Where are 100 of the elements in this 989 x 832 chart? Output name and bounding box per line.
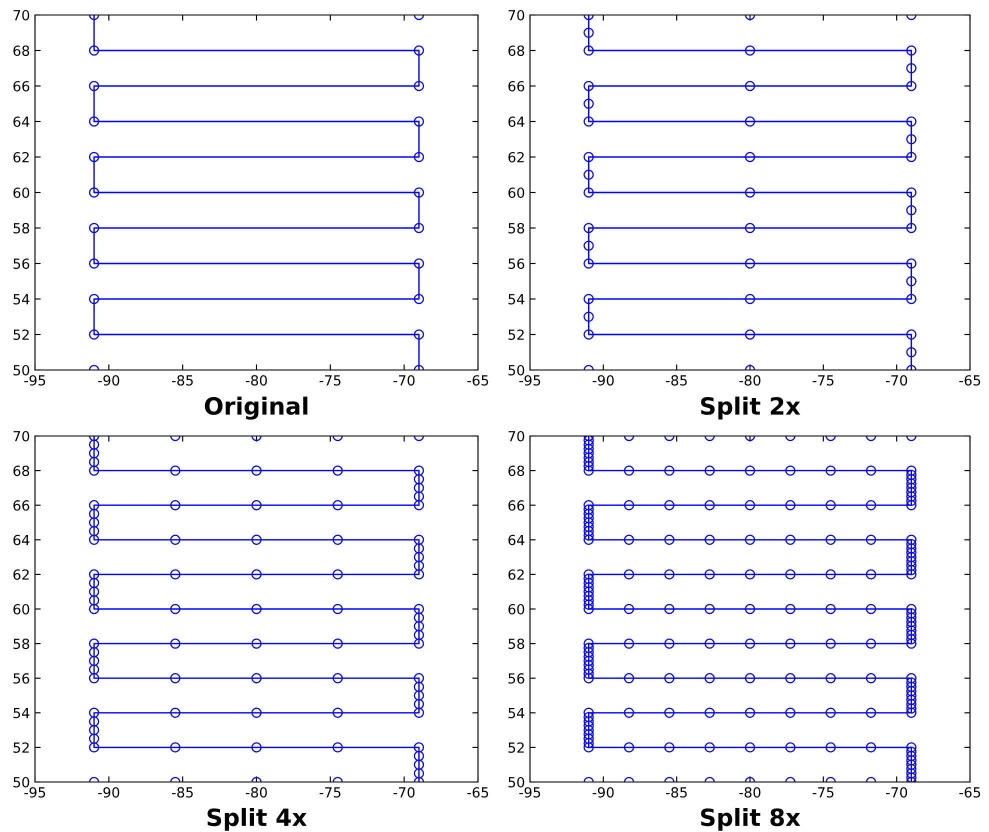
y-tick-label: 54 <box>14 708 30 718</box>
y-tick-label: 68 <box>13 466 30 476</box>
point <box>584 45 594 56</box>
x-tick-label: -90 <box>592 375 614 386</box>
y-tick-label: 54 <box>508 294 524 304</box>
point <box>744 152 756 162</box>
point <box>906 116 916 127</box>
x-tick-label: -70 <box>886 375 908 386</box>
y-tick-label: 64 <box>13 116 30 127</box>
x-tick-label: -80 <box>739 375 760 386</box>
y-tick-label: 70 <box>14 430 30 442</box>
point <box>88 45 100 56</box>
point <box>414 116 424 127</box>
point <box>906 347 916 358</box>
y-tick-label: 58 <box>508 638 524 650</box>
y-tick-label: 62 <box>508 569 524 580</box>
point <box>414 45 424 56</box>
y-tick-label: 64 <box>508 534 524 546</box>
point <box>906 258 916 269</box>
x-tick-label: -70 <box>394 787 415 798</box>
point <box>906 63 916 74</box>
x-tick-label: -75 <box>320 375 340 386</box>
y-tick-label: 58 <box>14 222 30 234</box>
y-tick-label: 62 <box>508 152 524 162</box>
point <box>744 187 756 198</box>
x-tick-label: -85 <box>666 787 687 798</box>
point <box>906 329 916 340</box>
point <box>414 222 424 234</box>
point <box>744 80 756 92</box>
point <box>906 80 916 92</box>
y-tick-label: 56 <box>508 673 524 684</box>
y-tick-label: 66 <box>13 500 30 511</box>
text: Split 8x <box>701 808 800 831</box>
y-tick-label: 62 <box>13 152 29 162</box>
y-tick-label: 68 <box>13 45 30 56</box>
y-tick-label: 66 <box>508 500 524 511</box>
y-tick-label: 56 <box>508 258 524 269</box>
point <box>584 258 594 269</box>
point <box>88 222 100 234</box>
x-tick-label: -65 <box>467 787 488 798</box>
point <box>584 329 594 340</box>
point <box>906 134 916 144</box>
y-tick-label: 50 <box>508 776 524 788</box>
y-tick-label: 68 <box>508 466 524 476</box>
point <box>414 80 424 92</box>
point <box>906 276 916 286</box>
point <box>584 98 594 109</box>
x-tick-label: -95 <box>24 375 46 386</box>
text: Split 2x <box>701 396 800 420</box>
x-tick-label: -70 <box>394 375 415 386</box>
y-tick-label: 66 <box>13 80 30 92</box>
y-tick-label: 54 <box>14 294 30 304</box>
point <box>744 222 756 234</box>
point <box>584 312 594 322</box>
x-tick-label: -85 <box>172 787 193 798</box>
point <box>584 170 594 180</box>
x-tick-label: -80 <box>246 787 267 798</box>
y-tick-label: 56 <box>14 258 30 269</box>
x-tick-label: -90 <box>592 787 614 798</box>
x-tick-label: -95 <box>24 787 46 798</box>
y-tick-label: 60 <box>13 604 30 614</box>
point <box>414 187 424 198</box>
x-tick-label: -65 <box>959 375 980 386</box>
point <box>906 45 916 56</box>
point <box>584 80 594 92</box>
point <box>88 294 100 304</box>
y-tick-label: 56 <box>14 673 30 684</box>
text: Split 4x <box>208 808 307 831</box>
point <box>88 329 100 340</box>
point <box>88 80 100 92</box>
y-tick-label: 70 <box>14 10 30 20</box>
x-tick-label: -75 <box>320 787 340 798</box>
point <box>744 329 756 340</box>
y-tick-label: 68 <box>508 45 524 56</box>
x-tick-label: -80 <box>246 375 267 386</box>
point <box>744 258 756 269</box>
y-tick-label: 50 <box>14 364 30 376</box>
y-tick-label: 66 <box>508 80 524 92</box>
point <box>414 329 424 340</box>
x-tick-label: -80 <box>739 787 760 798</box>
y-tick-label: 52 <box>14 329 29 340</box>
x-tick-label: -90 <box>98 787 120 798</box>
y-tick-label: 64 <box>13 534 30 546</box>
point <box>906 152 916 162</box>
point <box>414 294 424 304</box>
point <box>906 222 916 234</box>
y-tick-label: 62 <box>13 569 29 580</box>
point <box>584 28 594 38</box>
text: Original <box>204 396 308 420</box>
point <box>584 152 594 162</box>
y-tick-label: 52 <box>508 329 524 340</box>
point <box>744 294 756 304</box>
y-tick-label: 60 <box>508 604 524 614</box>
point <box>584 294 594 304</box>
y-tick-label: 70 <box>508 430 524 442</box>
y-tick-label: 70 <box>508 10 524 20</box>
x-tick-label: -95 <box>519 787 540 798</box>
y-tick-label: 54 <box>508 708 524 718</box>
x-tick-label: -85 <box>172 375 193 386</box>
x-tick-label: -85 <box>666 375 687 386</box>
